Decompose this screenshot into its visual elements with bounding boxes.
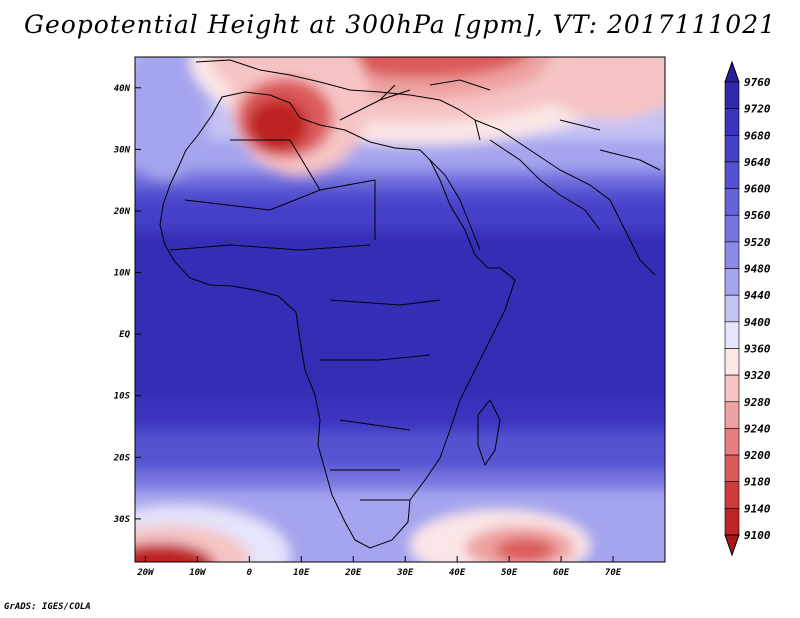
- colorbar-segment: [724, 108, 740, 136]
- lat-tick-label: EQ: [119, 330, 130, 340]
- colorbar-bottom-arrow: [724, 534, 740, 557]
- lon-tick-label: 30E: [396, 568, 414, 578]
- lat-tick-label: 20S: [113, 453, 131, 463]
- colorbar-segment: [724, 268, 740, 296]
- lon-tick-label: 50E: [501, 568, 518, 578]
- colorbar-level-label: 9600: [744, 183, 771, 196]
- colorbar-segment: [724, 134, 740, 163]
- map-axes: 20W 10W 0 10E 20E 30E 40E 50E 60E 70E 40N 30N 20N 10N…: [113, 84, 622, 578]
- lat-tick-label: 30S: [113, 515, 131, 525]
- colorbar-level-label: 9480: [744, 263, 771, 276]
- colorbar-level-label: 9520: [744, 236, 771, 249]
- coastlines: [159, 59, 661, 549]
- lat-tick-label: 10S: [114, 392, 131, 402]
- colorbar-level-label: 9400: [744, 316, 771, 329]
- colorbar-level-label: 9180: [744, 476, 771, 489]
- colorbar-level-label: 9560: [744, 209, 771, 222]
- lon-tick-label: 40E: [449, 568, 466, 578]
- credit-text: GrADS: IGES/COLA: [4, 602, 91, 612]
- colorbar-level-label: 9140: [744, 502, 771, 515]
- colorbar-segment: [724, 321, 740, 349]
- colorbar-level-label: 9360: [744, 342, 771, 355]
- colorbar-segment: [724, 294, 740, 323]
- colorbar-segment: [724, 161, 740, 189]
- lon-tick-label: 20E: [344, 568, 362, 578]
- colorbar-level-label: 9320: [744, 369, 771, 382]
- colorbar-level-label: 9760: [744, 76, 771, 89]
- lon-tick-label: 70E: [605, 568, 622, 578]
- colorbar-level-label: 9280: [744, 396, 771, 409]
- colorbar-segment: [724, 81, 740, 109]
- colorbar-segment: [724, 188, 740, 216]
- lat-tick-label: 30N: [113, 145, 131, 155]
- colorbar: 9760 9720 9680 9640 9600 9560 9520 9480 9440 9400…: [724, 60, 771, 557]
- colorbar-level-label: 9680: [744, 129, 771, 142]
- colorbar-segment: [724, 481, 740, 509]
- colorbar-segment: [724, 348, 740, 376]
- chart-title: Geopotential Height at 300hPa [gpm], VT:…: [23, 10, 777, 39]
- colorbar-segment: [724, 241, 740, 269]
- colorbar-segment: [724, 214, 740, 243]
- colorbar-segment: [724, 428, 740, 456]
- colorbar-segment: [724, 401, 740, 429]
- colorbar-level-label: 9640: [744, 156, 771, 169]
- lon-tick-label: 60E: [553, 568, 570, 578]
- height-field: [135, 57, 665, 562]
- lat-tick-label: 40N: [114, 84, 131, 94]
- colorbar-segment: [724, 374, 740, 403]
- lon-tick-label: 10W: [189, 568, 207, 578]
- colorbar-level-label: 9200: [744, 449, 771, 462]
- colorbar-level-label: 9240: [744, 422, 771, 435]
- lat-tick-label: 10N: [114, 269, 131, 279]
- lon-tick-label: 0: [247, 568, 253, 578]
- lon-tick-label: 20W: [136, 568, 155, 578]
- lat-tick-label: 20N: [113, 207, 131, 217]
- colorbar-segment: [724, 508, 740, 536]
- colorbar-level-label: 9100: [744, 529, 771, 542]
- colorbar-level-label: 9720: [744, 103, 771, 116]
- colorbar-segment: [724, 454, 740, 483]
- colorbar-top-arrow: [724, 60, 740, 83]
- plot-frame: [134, 56, 666, 563]
- colorbar-level-label: 9440: [744, 289, 771, 302]
- lon-tick-label: 10E: [293, 568, 310, 578]
